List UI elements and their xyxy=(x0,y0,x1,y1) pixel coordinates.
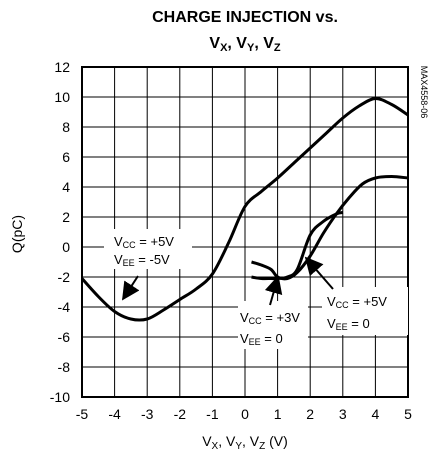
x-tick-label: 3 xyxy=(339,406,347,422)
series-vcc3-vee0-line xyxy=(251,175,409,281)
x-tick-label: -5 xyxy=(76,406,89,422)
y-tick-label: -2 xyxy=(58,269,71,285)
annotation-left-bg xyxy=(104,229,192,269)
y-tick-labels: 12 10 8 6 4 2 0 -2 -4 -6 -8 -10 xyxy=(50,59,70,405)
plot-frame xyxy=(81,66,409,398)
annotation-mid-vcc: VCC = +3V xyxy=(240,310,300,326)
annotation-left-vee: VEE = -5V xyxy=(114,252,170,268)
x-tick-label: -2 xyxy=(174,406,187,422)
x-tick-label: -3 xyxy=(141,406,154,422)
y-tick-label: 8 xyxy=(62,119,70,135)
y-tick-label: 10 xyxy=(54,89,70,105)
x-tick-label: 0 xyxy=(241,406,249,422)
annotation-right-vee: VEE = 0 xyxy=(327,316,370,332)
x-tick-label: -4 xyxy=(108,406,121,422)
annotation-left: VCC = +5V VEE = -5V xyxy=(114,234,174,268)
annotation-right-arrow xyxy=(304,256,334,290)
y-tick-label: -6 xyxy=(58,329,71,345)
annotation-mid-arrow xyxy=(264,275,283,306)
x-tick-label: 5 xyxy=(404,406,412,422)
y-tick-label: 0 xyxy=(62,239,70,255)
y-tick-label: -4 xyxy=(58,299,71,315)
x-axis-label: VX, VY, VZ (V) xyxy=(202,433,288,452)
x-tick-label: 1 xyxy=(274,406,282,422)
x-tick-label: 4 xyxy=(372,406,380,422)
y-tick-label: 6 xyxy=(62,149,70,165)
annotation-right: VCC = +5V VEE = 0 xyxy=(327,294,387,332)
y-tick-label: -8 xyxy=(58,359,71,375)
figure-code-label: MAX4558-06 xyxy=(419,66,429,119)
series-vcc5-vee-5-line xyxy=(80,97,409,322)
annotation-left-arrow xyxy=(122,275,140,301)
y-axis-label: Q(pC) xyxy=(9,215,25,253)
chart-title-line2: VX, VY, VZ xyxy=(209,35,280,54)
annotation-left-vcc: VCC = +5V xyxy=(114,234,174,250)
y-tick-label: -10 xyxy=(50,389,70,405)
y-tick-label: 2 xyxy=(62,209,70,225)
x-tick-label: -1 xyxy=(206,406,219,422)
annotation-mid-bg xyxy=(238,301,308,349)
chart-title-line1: CHARGE INJECTION vs. xyxy=(152,9,338,26)
annotation-right-vcc: VCC = +5V xyxy=(327,294,387,310)
y-tick-label: 12 xyxy=(54,59,70,75)
x-tick-label: 2 xyxy=(306,406,314,422)
y-tick-label: 4 xyxy=(62,179,70,195)
x-tick-labels: -5 -4 -3 -2 -1 0 1 2 3 4 5 xyxy=(76,406,412,422)
annotation-mid: VCC = +3V VEE = 0 xyxy=(240,310,300,347)
annotation-right-bg xyxy=(322,287,408,335)
annotation-mid-vee: VEE = 0 xyxy=(240,331,283,347)
